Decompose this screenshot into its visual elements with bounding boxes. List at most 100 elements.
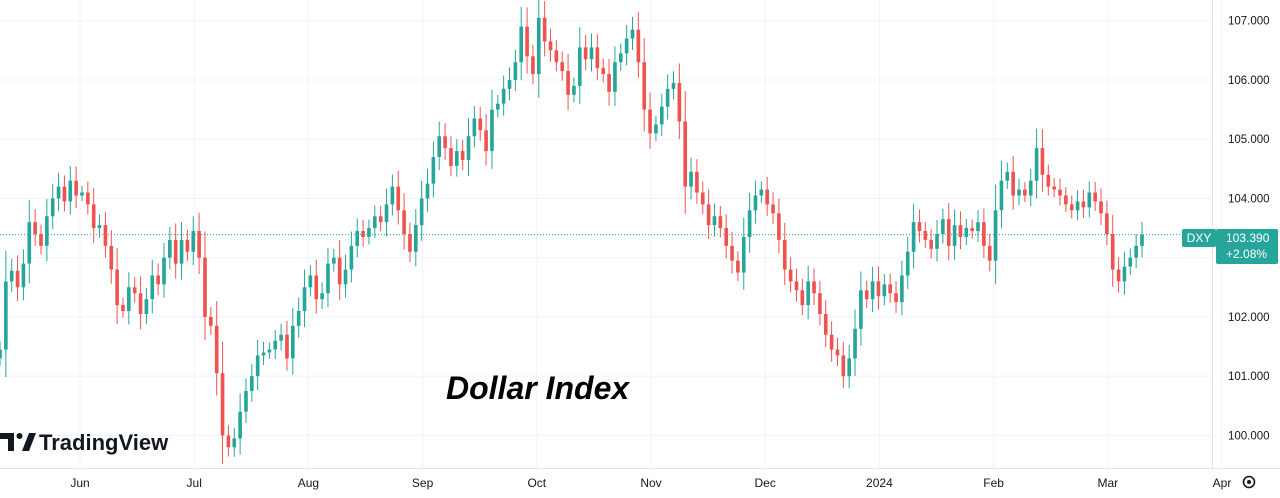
candle-body[interactable] [1122, 266, 1127, 282]
candle-body[interactable] [624, 38, 629, 54]
candle-body[interactable] [162, 257, 166, 285]
candle-body[interactable] [209, 316, 213, 326]
candle-body[interactable] [894, 293, 898, 303]
candle-body[interactable] [1134, 245, 1138, 258]
candle-body[interactable] [384, 204, 389, 223]
candle-body[interactable] [431, 156, 436, 184]
candle-body[interactable] [144, 299, 149, 314]
candle-body[interactable] [730, 245, 734, 261]
candle-body[interactable] [589, 47, 594, 60]
candle-body[interactable] [870, 281, 875, 300]
candle-body[interactable] [665, 88, 670, 107]
candle-body[interactable] [935, 234, 939, 249]
candle-body[interactable] [115, 269, 119, 306]
candle-body[interactable] [724, 228, 729, 246]
candle-body[interactable] [695, 171, 699, 193]
candle-body[interactable] [536, 17, 541, 75]
candle-body[interactable] [566, 71, 570, 95]
candle-body[interactable] [39, 234, 43, 246]
candle-body[interactable] [1110, 234, 1115, 270]
candle-body[interactable] [396, 186, 401, 211]
candle-body[interactable] [736, 260, 740, 273]
candle-body[interactable] [402, 210, 406, 234]
candle-body[interactable] [103, 225, 108, 246]
candle-body[interactable] [1116, 269, 1121, 282]
candle-body[interactable] [636, 29, 641, 63]
candle-body[interactable] [993, 210, 998, 261]
candle-body[interactable] [56, 186, 61, 199]
candle-body[interactable] [806, 281, 811, 306]
candle-body[interactable] [917, 222, 922, 232]
tradingview-logo[interactable]: TradingView [0, 430, 169, 455]
candle-body[interactable] [191, 231, 196, 252]
candle-body[interactable] [601, 68, 606, 75]
candle-body[interactable] [273, 340, 278, 350]
candle-body[interactable] [408, 234, 412, 252]
candle-body[interactable] [255, 355, 260, 377]
candle-body[interactable] [1028, 180, 1033, 196]
candle-body[interactable] [876, 281, 881, 297]
candle-body[interactable] [1093, 192, 1097, 202]
time-axis[interactable]: Jun Jul Aug Sep Oct Nov Dec 2024 Feb Mar Apr [70, 476, 1231, 490]
candle-body[interactable] [946, 219, 951, 246]
candle-body[interactable] [941, 219, 945, 234]
candle-body[interactable] [642, 62, 647, 110]
candle-body[interactable] [314, 275, 319, 300]
candle-body[interactable] [712, 216, 717, 226]
candle-body[interactable] [864, 290, 869, 300]
candle-body[interactable] [443, 136, 447, 149]
candle-body[interactable] [794, 281, 799, 291]
candle-body[interactable] [548, 41, 553, 51]
candle-body[interactable] [279, 334, 283, 341]
candle-body[interactable] [1128, 257, 1133, 267]
candle-body[interactable] [1011, 171, 1015, 196]
candle-body[interactable] [168, 239, 172, 258]
candle-body[interactable] [1005, 171, 1010, 181]
candle-body[interactable] [911, 222, 916, 252]
candle-body[interactable] [308, 275, 313, 288]
candle-body[interactable] [964, 228, 969, 237]
candle-body[interactable] [244, 390, 248, 412]
candle-body[interactable] [835, 349, 840, 356]
candle-body[interactable] [250, 376, 254, 391]
candle-body[interactable] [27, 222, 32, 264]
candle-body[interactable] [9, 270, 14, 282]
candle-body[interactable] [818, 293, 822, 314]
candle-body[interactable] [238, 411, 242, 439]
candle-body[interactable] [841, 355, 846, 377]
candle-body[interactable] [1058, 189, 1062, 196]
candle-body[interactable] [648, 109, 652, 134]
candle-body[interactable] [1034, 148, 1039, 181]
candle-body[interactable] [267, 349, 272, 353]
candle-body[interactable] [630, 29, 635, 39]
candle-body[interactable] [1069, 204, 1074, 211]
candle-body[interactable] [296, 311, 301, 326]
candle-body[interactable] [765, 189, 770, 205]
candle-body[interactable] [671, 82, 676, 89]
candle-body[interactable] [1075, 201, 1080, 211]
candle-body[interactable] [659, 106, 664, 125]
candle-body[interactable] [132, 287, 137, 294]
candle-body[interactable] [718, 216, 723, 229]
candle-body[interactable] [677, 82, 682, 122]
candle-body[interactable] [466, 136, 471, 160]
candle-body[interactable] [454, 151, 459, 166]
candle-body[interactable] [788, 269, 793, 282]
candle-body[interactable] [531, 56, 535, 75]
candle-body[interactable] [343, 269, 348, 285]
candle-body[interactable] [747, 210, 752, 237]
candle-body[interactable] [507, 79, 512, 89]
candle-body[interactable] [138, 293, 143, 314]
candle-body[interactable] [50, 198, 55, 217]
candle-body[interactable] [326, 263, 330, 294]
candle-body[interactable] [572, 85, 576, 95]
candle-body[interactable] [0, 349, 2, 359]
candle-body[interactable] [829, 334, 834, 350]
candle-body[interactable] [197, 231, 201, 258]
candle-body[interactable] [127, 287, 131, 312]
candle-body[interactable] [331, 257, 336, 264]
candle-body[interactable] [425, 183, 430, 199]
candle-body[interactable] [595, 47, 600, 69]
candle-body[interactable] [419, 198, 424, 226]
candle-body[interactable] [261, 352, 266, 356]
